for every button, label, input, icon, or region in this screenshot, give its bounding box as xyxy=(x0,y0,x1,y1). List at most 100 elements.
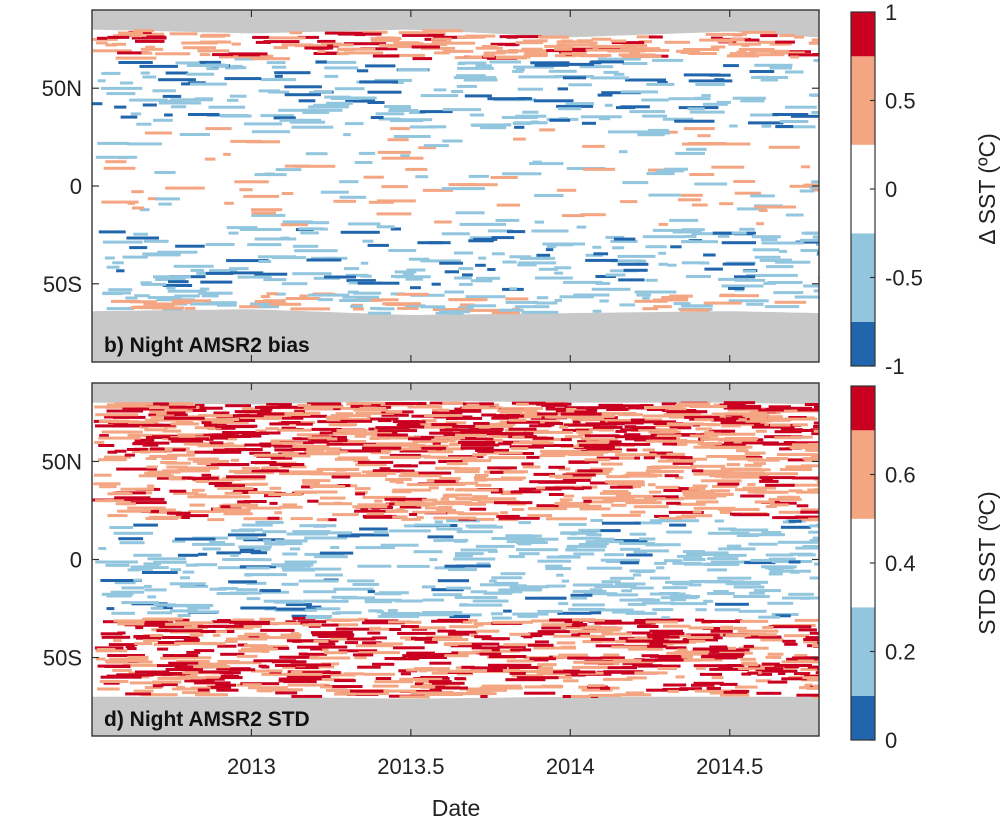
heatmap-cell xyxy=(201,294,219,298)
heatmap-cell xyxy=(537,609,563,613)
heatmap-cell xyxy=(604,553,624,557)
heatmap-cell xyxy=(764,667,776,670)
heatmap-cell xyxy=(170,98,213,102)
heatmap-cell xyxy=(576,39,593,43)
colorbar-bin xyxy=(851,386,875,431)
heatmap-cell xyxy=(554,47,573,51)
heatmap-cell xyxy=(309,656,351,660)
heatmap-cell xyxy=(144,686,163,689)
heatmap-cell xyxy=(713,553,747,557)
heatmap-cell xyxy=(532,436,554,440)
heatmap-cell xyxy=(330,673,356,677)
heatmap-cell xyxy=(231,529,256,533)
heatmap-cell xyxy=(123,502,136,506)
heatmap-cell xyxy=(563,679,579,683)
heatmap-cell xyxy=(266,61,286,65)
heatmap-cell xyxy=(334,440,366,444)
heatmap-cell xyxy=(800,464,819,468)
heatmap-cell xyxy=(765,505,777,508)
heatmap-cell xyxy=(512,612,549,616)
heatmap-cell xyxy=(331,475,351,479)
heatmap-cell xyxy=(767,652,784,656)
heatmap-cell xyxy=(670,602,708,606)
heatmap-cell xyxy=(723,64,739,68)
heatmap-cell xyxy=(488,655,527,658)
heatmap-cell xyxy=(275,691,298,695)
heatmap-cell xyxy=(182,570,195,574)
heatmap-cell xyxy=(620,547,641,551)
heatmap-cell xyxy=(399,505,422,509)
heatmap-cell xyxy=(432,638,469,641)
heatmap-cell xyxy=(740,657,756,661)
heatmap-cell xyxy=(422,683,448,687)
heatmap-cell xyxy=(387,609,398,613)
heatmap-cell xyxy=(200,34,226,38)
heatmap-cell xyxy=(623,268,648,272)
y-tick-label: 0 xyxy=(70,548,82,573)
colorbar-title: STD SST (ºC) xyxy=(974,491,1000,634)
heatmap-cell xyxy=(654,514,669,518)
heatmap-cell xyxy=(707,531,750,535)
heatmap-cell xyxy=(662,687,689,691)
heatmap-cell xyxy=(194,649,215,653)
heatmap-cell xyxy=(351,533,389,537)
heatmap-cell xyxy=(181,41,218,45)
heatmap-cell xyxy=(610,39,627,43)
heatmap-cell xyxy=(263,278,287,282)
heatmap-cell xyxy=(523,54,548,58)
heatmap-cell xyxy=(684,415,720,419)
heatmap-cell xyxy=(351,404,381,408)
heatmap-cell xyxy=(706,455,746,458)
heatmap-cell xyxy=(337,47,376,51)
heatmap-cell xyxy=(379,456,421,459)
heatmap-cell xyxy=(597,450,608,454)
heatmap-cell xyxy=(569,629,613,633)
heatmap-cell xyxy=(222,477,266,481)
heatmap-cell xyxy=(101,200,139,204)
panel-label: d) Night AMSR2 STD xyxy=(104,708,310,731)
heatmap-cell xyxy=(398,31,428,35)
heatmap-cell xyxy=(100,579,142,582)
heatmap-cell xyxy=(111,491,130,495)
heatmap-cell xyxy=(194,403,205,407)
heatmap-cell xyxy=(604,480,644,484)
heatmap-cell xyxy=(111,299,141,303)
heatmap-cell xyxy=(362,30,388,34)
heatmap-cell xyxy=(106,607,115,611)
heatmap-cell xyxy=(816,480,819,484)
heatmap-cell xyxy=(217,486,254,490)
heatmap-cell xyxy=(185,563,199,567)
heatmap-cell xyxy=(417,241,451,245)
heatmap-cell xyxy=(811,38,819,42)
heatmap-cell xyxy=(408,656,447,659)
heatmap-cell xyxy=(611,503,627,507)
heatmap-cell xyxy=(298,99,316,103)
heatmap-cell xyxy=(698,469,734,473)
heatmap-cell xyxy=(204,157,216,161)
heatmap-cell xyxy=(626,471,651,475)
heatmap-cell xyxy=(719,682,738,686)
heatmap-cell xyxy=(302,481,320,485)
heatmap-cell xyxy=(143,302,181,306)
heatmap-cell xyxy=(113,639,122,643)
heatmap-cell xyxy=(512,508,525,511)
heatmap-cell xyxy=(661,616,671,620)
heatmap-cell xyxy=(564,620,584,624)
heatmap-cell xyxy=(533,99,574,103)
heatmap-cell xyxy=(505,43,518,47)
heatmap-cell xyxy=(665,580,690,584)
heatmap-cell xyxy=(408,111,426,114)
heatmap-cell xyxy=(797,408,819,412)
heatmap-cell xyxy=(101,71,121,75)
heatmap-cell xyxy=(646,172,675,176)
heatmap-cell xyxy=(275,539,308,543)
heatmap-cell xyxy=(671,442,688,446)
heatmap-cell xyxy=(813,421,819,425)
heatmap-cell xyxy=(755,679,772,683)
heatmap-cell xyxy=(779,34,795,37)
heatmap-cell xyxy=(590,637,615,641)
heatmap-cell xyxy=(337,534,360,538)
heatmap-cell xyxy=(709,691,730,695)
heatmap-cell xyxy=(494,414,505,418)
heatmap-cell xyxy=(114,105,127,109)
